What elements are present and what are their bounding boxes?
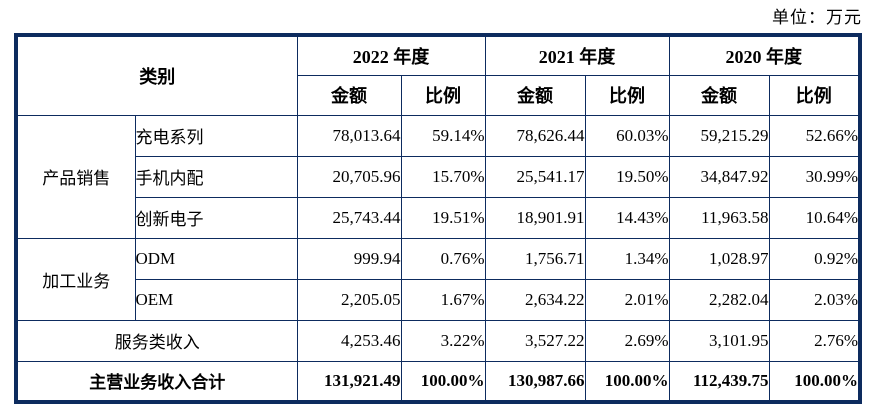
- group-label-product-sales: 产品销售: [15, 114, 136, 239]
- total-label: 主营业务收入合计: [15, 360, 298, 403]
- ratio-cell-2022: 19.51%: [400, 196, 486, 239]
- total-amount-cell-2022: 131,921.49: [296, 360, 402, 403]
- amount-header-2021: 金额: [484, 74, 586, 116]
- table-row-oem: OEM 2,205.05 1.67% 2,634.22 2.01% 2,282.…: [16, 278, 861, 321]
- total-amount-cell-2020: 112,439.75: [668, 360, 770, 403]
- table-row-service-income: 服务类收入 4,253.46 3.22% 3,527.22 2.69% 3,10…: [15, 319, 861, 362]
- ratio-cell-2021: 60.03%: [584, 114, 670, 157]
- ratio-cell-2022: 0.76%: [400, 237, 486, 280]
- table-row-total: 主营业务收入合计 131,921.49 100.00% 130,987.66 1…: [15, 360, 861, 403]
- ratio-cell-2022: 59.14%: [400, 114, 486, 157]
- amount-cell-2020: 34,847.92: [668, 155, 770, 198]
- amount-cell-2020: 2,282.04: [668, 278, 770, 321]
- revenue-table: 类别 2022 年度 2021 年度 2020 年度 金额 比例 金额 比例 金…: [14, 33, 862, 404]
- amount-cell-2022: 20,705.96: [296, 155, 402, 198]
- amount-cell-2021: 18,901.91: [484, 196, 586, 239]
- ratio-cell-2022: 3.22%: [400, 319, 486, 362]
- group-label-processing-business: 加工业务: [15, 237, 136, 321]
- total-ratio-cell-2022: 100.00%: [400, 360, 486, 403]
- ratio-cell-2021: 2.01%: [584, 278, 670, 321]
- category-header: 类别: [15, 34, 298, 116]
- amount-cell-2021: 3,527.22: [484, 319, 586, 362]
- amount-cell-2022: 999.94: [296, 237, 402, 280]
- ratio-header-2022: 比例: [400, 74, 486, 116]
- subheader-row: 金额 比例 金额 比例 金额 比例: [16, 74, 861, 116]
- service-income-label: 服务类收入: [15, 319, 298, 362]
- item-label-innovative-electronics: 创新电子: [134, 196, 298, 239]
- amount-cell-2022: 2,205.05: [296, 278, 402, 321]
- ratio-cell-2020: 2.03%: [768, 278, 861, 321]
- amount-cell-2020: 59,215.29: [668, 114, 770, 157]
- total-ratio-cell-2021: 100.00%: [584, 360, 670, 403]
- ratio-header-2020: 比例: [768, 74, 861, 116]
- ratio-cell-2021: 14.43%: [584, 196, 670, 239]
- amount-cell-2021: 1,756.71: [484, 237, 586, 280]
- total-ratio-cell-2020: 100.00%: [768, 360, 861, 403]
- table-row-odm: 加工业务 ODM 999.94 0.76% 1,756.71 1.34% 1,0…: [15, 237, 861, 321]
- table-row-innovative-electronics: 创新电子 25,743.44 19.51% 18,901.91 14.43% 1…: [16, 196, 861, 239]
- ratio-cell-2022: 1.67%: [400, 278, 486, 321]
- item-label-oem: OEM: [134, 278, 298, 321]
- item-label-phone-accessories: 手机内配: [134, 155, 298, 198]
- amount-cell-2022: 4,253.46: [296, 319, 402, 362]
- ratio-cell-2020: 52.66%: [768, 114, 861, 157]
- item-label-odm: ODM: [134, 237, 298, 280]
- ratio-cell-2020: 10.64%: [768, 196, 861, 239]
- amount-cell-2022: 78,013.64: [296, 114, 402, 157]
- amount-header-2020: 金额: [668, 74, 770, 116]
- ratio-cell-2021: 19.50%: [584, 155, 670, 198]
- year-header-2022: 2022 年度: [296, 34, 486, 76]
- year-header-row: 类别 2022 年度 2021 年度 2020 年度: [15, 34, 861, 116]
- ratio-header-2021: 比例: [584, 74, 670, 116]
- amount-cell-2021: 2,634.22: [484, 278, 586, 321]
- ratio-cell-2020: 0.92%: [768, 237, 861, 280]
- amount-cell-2020: 11,963.58: [668, 196, 770, 239]
- table-row-charging-series: 产品销售 充电系列 78,013.64 59.14% 78,626.44 60.…: [15, 114, 861, 239]
- amount-cell-2021: 25,541.17: [484, 155, 586, 198]
- year-header-2021: 2021 年度: [484, 34, 670, 76]
- amount-cell-2022: 25,743.44: [296, 196, 402, 239]
- amount-cell-2021: 78,626.44: [484, 114, 586, 157]
- amount-cell-2020: 1,028.97: [668, 237, 770, 280]
- ratio-cell-2021: 2.69%: [584, 319, 670, 362]
- ratio-cell-2020: 2.76%: [768, 319, 861, 362]
- table-row-phone-accessories: 手机内配 20,705.96 15.70% 25,541.17 19.50% 3…: [16, 155, 861, 198]
- total-amount-cell-2021: 130,987.66: [484, 360, 586, 403]
- ratio-cell-2020: 30.99%: [768, 155, 861, 198]
- item-label-charging-series: 充电系列: [134, 114, 298, 157]
- year-header-2020: 2020 年度: [668, 34, 861, 76]
- amount-cell-2020: 3,101.95: [668, 319, 770, 362]
- ratio-cell-2022: 15.70%: [400, 155, 486, 198]
- ratio-cell-2021: 1.34%: [584, 237, 670, 280]
- unit-label: 单位：万元: [772, 8, 862, 27]
- amount-header-2022: 金额: [296, 74, 402, 116]
